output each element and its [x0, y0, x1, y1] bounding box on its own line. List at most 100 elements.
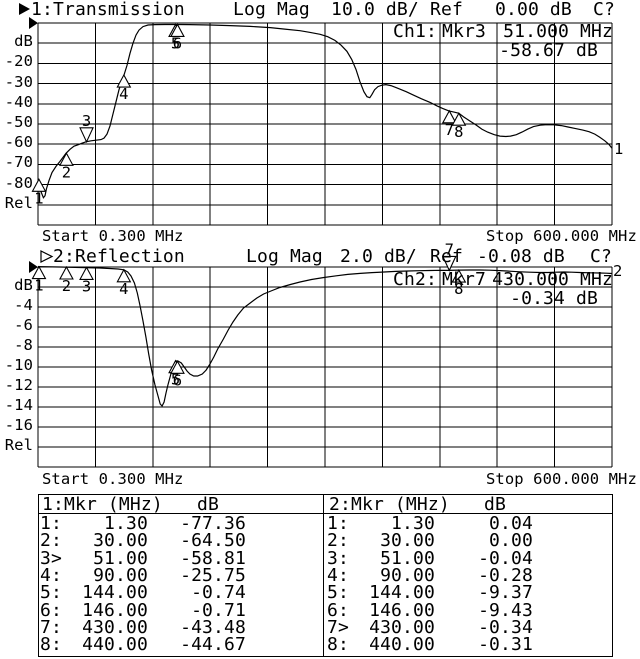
- marker-frequency: 30.00: [380, 530, 435, 552]
- ch2-ytick: -16: [4, 416, 33, 434]
- table-column-divider: [323, 494, 324, 657]
- marker-value: -0.74: [191, 582, 246, 604]
- reflection-marker-4-icon: [116, 268, 132, 283]
- ch2-ytick: -8: [14, 336, 33, 354]
- ch1-start-label: Start 0.300 MHz: [42, 227, 184, 245]
- ch2-stop-label: Stop 600.000 MHz: [486, 470, 637, 488]
- marker-value: -43.48: [180, 617, 246, 639]
- transmission-marker-2-icon: [59, 152, 74, 166]
- marker-frequency: 90.00: [93, 565, 148, 587]
- ch2-ytick: -4: [14, 296, 33, 314]
- ch1-ref-position-icon: [29, 17, 38, 29]
- transmission-marker-4-icon: [116, 73, 132, 88]
- ch1-ytick: -80: [4, 173, 33, 192]
- table-border-right: [612, 494, 613, 657]
- marker-value: -9.43: [478, 599, 533, 621]
- reflection-marker-3-label: 3: [82, 277, 91, 295]
- reflection-marker-1-icon: [31, 265, 47, 280]
- marker-frequency: 430.00: [82, 617, 148, 639]
- ch1-readout-marker: Mkr3: [442, 21, 486, 42]
- marker-number: 7:: [40, 617, 62, 639]
- marker-frequency: 30.00: [93, 530, 148, 552]
- marker-value: -0.28: [478, 565, 533, 587]
- transmission-grid: [37, 22, 613, 226]
- marker-number: 4:: [327, 565, 349, 587]
- marker-value: 0.04: [489, 513, 533, 534]
- marker-number: 1:: [327, 513, 349, 534]
- marker-number: 7>: [327, 617, 349, 639]
- ch2-ref-position-icon: [29, 261, 38, 273]
- marker-frequency: 440.00: [369, 634, 435, 656]
- marker-number: 6:: [327, 599, 349, 621]
- reflection-marker-4-label: 4: [119, 280, 128, 298]
- marker-frequency: 146.00: [82, 599, 148, 621]
- marker-value: -44.67: [180, 634, 246, 656]
- ch2-ytick: Rel: [4, 436, 33, 454]
- transmission-marker-7-label: 7: [445, 121, 454, 139]
- ch2-ref-label: Ref: [430, 246, 463, 267]
- reflection-marker-6-icon: [170, 360, 185, 374]
- reflection-marker-8-label: 8: [454, 280, 463, 298]
- marker-value: -77.36: [180, 513, 246, 534]
- marker-frequency: 144.00: [82, 582, 148, 604]
- marker-number: 2:: [40, 530, 62, 552]
- reflection-marker-2-label: 2: [62, 277, 71, 295]
- ch2-start-label: Start 0.300 MHz: [42, 470, 184, 488]
- reflection-marker-2-icon: [59, 265, 74, 280]
- transmission-marker-1-label: 1: [34, 189, 43, 207]
- ch2-ytick: -10: [4, 356, 33, 374]
- marker-frequency: 51.00: [93, 547, 148, 569]
- ch2-channel-marker-icon: [40, 250, 54, 263]
- table-right-unit: dB: [484, 494, 506, 515]
- ch1-ref-label: Ref: [430, 0, 463, 20]
- marker-value: -0.31: [478, 634, 533, 656]
- marker-frequency: 51.00: [380, 547, 435, 569]
- ch1-channel-marker-icon: [19, 3, 30, 15]
- ch1-ytick: dB: [14, 32, 33, 51]
- marker-value: -25.75: [180, 565, 246, 587]
- marker-number: 8:: [327, 634, 349, 656]
- table-border-bottom: [38, 656, 613, 657]
- marker-value: -0.34: [478, 617, 533, 639]
- marker-frequency: 1.30: [104, 513, 148, 534]
- marker-number: 6:: [40, 599, 62, 621]
- ch1-readout-freq: 51.000 MHz: [503, 21, 613, 42]
- table-left-unit: dB: [197, 494, 219, 515]
- marker-frequency: 430.00: [369, 617, 435, 639]
- transmission-marker-1-icon: [31, 178, 47, 192]
- marker-value: -58.81: [180, 547, 246, 569]
- reflection-marker-7-icon: [441, 255, 457, 272]
- marker-number: 4:: [40, 565, 62, 587]
- marker-value: 0.00: [489, 530, 533, 552]
- ch1-ref-value: 0.00 dB: [495, 0, 572, 20]
- marker-value: -0.04: [478, 547, 533, 569]
- ch1-ytick: -40: [4, 92, 33, 111]
- ch2-readout-channel: Ch2:: [393, 269, 437, 290]
- reflection-marker-8-icon: [451, 268, 467, 283]
- ch2-scale: 2.0 dB/: [340, 246, 417, 267]
- ch1-format: Log Mag: [233, 0, 310, 20]
- ch1-readout-channel: Ch1:: [393, 21, 437, 42]
- table-header-divider: [38, 513, 613, 514]
- ch2-trace-number: 2: [613, 262, 623, 280]
- ch2-cal-status: C?: [590, 246, 612, 267]
- reflection-marker-6-label: 6: [173, 371, 182, 389]
- marker-number: 3:: [327, 547, 349, 569]
- ch2-ytick: -6: [14, 316, 33, 334]
- transmission-marker-2-label: 2: [62, 163, 71, 181]
- reflection-grid: [37, 266, 613, 468]
- ch1-readout-value: -58.67 dB: [499, 40, 598, 61]
- table-right-header: 2:Mkr (MHz): [329, 494, 450, 515]
- table-border-left: [38, 494, 39, 657]
- ch1-ytick: -20: [4, 52, 33, 71]
- marker-number: 8:: [40, 634, 62, 656]
- marker-number: 3>: [40, 547, 62, 569]
- reflection-marker-3-icon: [79, 266, 94, 280]
- marker-value: -9.37: [478, 582, 533, 604]
- marker-frequency: 90.00: [380, 565, 435, 587]
- ch1-ytick: -30: [4, 72, 33, 91]
- transmission-marker-4-label: 4: [119, 85, 128, 103]
- ch1-trace-number: 1: [614, 140, 624, 158]
- reflection-marker-1-label: 1: [34, 277, 43, 295]
- transmission-marker-3-label: 3: [82, 112, 91, 130]
